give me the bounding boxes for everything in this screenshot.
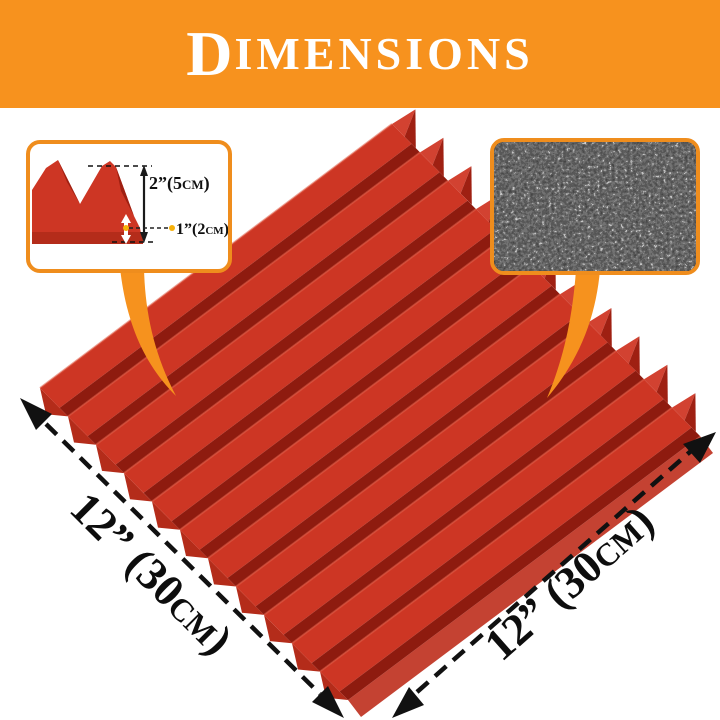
texture-detail-inset (490, 138, 700, 275)
wedge-height-label: 2”(5cm) (149, 173, 210, 194)
leader-dot (123, 225, 129, 231)
wedge-profile-drawing: 2”(5cm) 1”(2cm) (32, 160, 228, 244)
wedge-shadow-face (58, 160, 80, 204)
dimension-arrow-left (20, 398, 344, 718)
base-thickness-label: 1”(2cm) (176, 221, 228, 238)
page-title-initial: D (186, 18, 235, 89)
page-title: IMENSIONS (234, 28, 534, 79)
texture-noise (494, 142, 696, 271)
height-arrow (140, 165, 148, 243)
acoustic-foam-panel (39, 109, 713, 717)
dimension-arrow-right (392, 432, 716, 718)
foam-cross-section (32, 160, 143, 244)
pointer-tail-left (120, 268, 176, 396)
leader-dot (169, 225, 175, 231)
foam-base-band (32, 232, 143, 244)
foam-texture-image (494, 142, 696, 271)
header-banner: D IMENSIONS (0, 0, 720, 108)
pointer-tail-right (547, 270, 600, 398)
profile-detail-inset: 2”(5cm) 1”(2cm) (26, 140, 232, 273)
wedge-shadow-face (116, 167, 134, 216)
